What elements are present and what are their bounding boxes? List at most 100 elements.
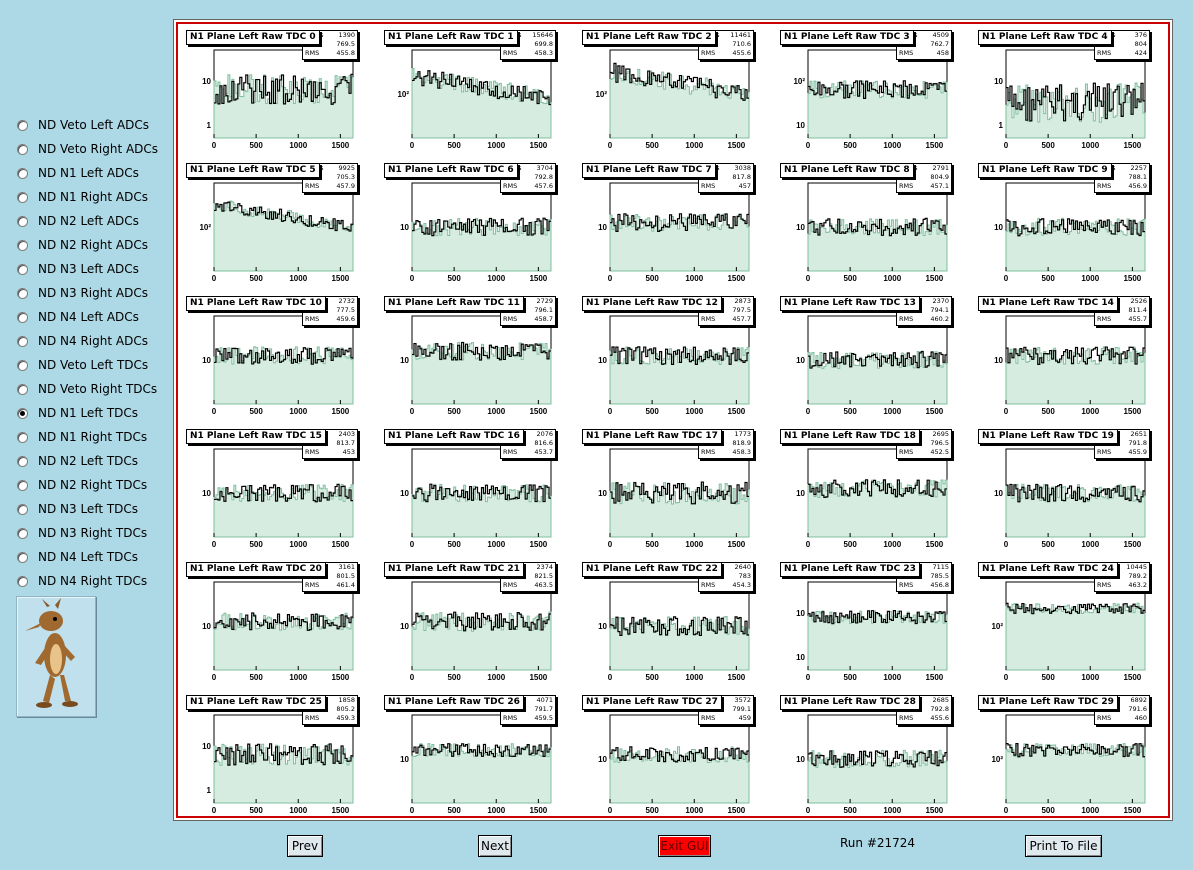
x-tick-label: 1500	[529, 141, 547, 150]
histogram-panel[interactable]: 05001000150010ntries2732ean777.5RMS459.6…	[186, 296, 366, 424]
histogram-panel[interactable]: 05001000150010ntries4071ean791.7RMS459.5…	[384, 695, 564, 823]
radio-option[interactable]: ND N2 Right TDCs	[17, 473, 167, 497]
histogram-panel[interactable]: 05001000150010ntries1773ean818.9RMS458.3…	[582, 429, 762, 557]
stat-label: RMS	[1097, 315, 1112, 323]
histogram-panel[interactable]: 05001000150010²ntries11461ean710.6RMS455…	[582, 30, 762, 158]
radio-option[interactable]: ND N2 Right ADCs	[17, 233, 167, 257]
histogram-panel[interactable]: 050010001500101ntries1858ean805.2RMS459.…	[186, 695, 366, 823]
histogram-panel[interactable]: 05001000150010ntries2374ean821.5RMS463.5…	[384, 562, 564, 690]
x-tick-label: 1000	[1081, 806, 1099, 815]
radio-button-icon[interactable]	[17, 455, 28, 467]
radio-button-icon[interactable]	[17, 239, 28, 251]
x-tick-label: 1000	[685, 673, 703, 682]
histogram-panel[interactable]: 050010001500101ntries1390ean769.5RMS455.…	[186, 30, 366, 158]
print-to-file-button[interactable]: Print To File	[1025, 835, 1102, 857]
histogram-panel[interactable]: 05001000150010²ntries15646ean699.8RMS458…	[384, 30, 564, 158]
radio-option[interactable]: ND N3 Right TDCs	[17, 521, 167, 545]
radio-option[interactable]: ND N4 Right TDCs	[17, 569, 167, 593]
histogram-panel[interactable]: 05001000150010ntries3161ean801.5RMS461.4…	[186, 562, 366, 690]
prev-button[interactable]: Prev	[287, 835, 323, 857]
x-tick-label: 1500	[331, 673, 349, 682]
stat-value: 794.1	[930, 306, 949, 314]
stat-value: 769.5	[336, 40, 355, 48]
radio-option[interactable]: ND Veto Left TDCs	[17, 353, 167, 377]
radio-option[interactable]: ND N1 Left ADCs	[17, 161, 167, 185]
histogram-panel[interactable]: 05001000150010ntries2791ean804.9RMS457.1…	[780, 163, 960, 291]
x-tick-label: 1000	[685, 540, 703, 549]
radio-option[interactable]: ND N2 Left ADCs	[17, 209, 167, 233]
radio-option[interactable]: ND N1 Right TDCs	[17, 425, 167, 449]
x-tick-label: 500	[447, 274, 461, 283]
exit-gui-button[interactable]: Exit GUI	[658, 835, 711, 857]
radio-button-icon[interactable]	[17, 551, 28, 563]
histogram-panel[interactable]: 05001000150010²ntries10445ean789.2RMS463…	[978, 562, 1158, 690]
histogram-panel[interactable]: 05001000150010ntries2640ean783RMS454.3N1…	[582, 562, 762, 690]
radio-button-icon[interactable]	[17, 287, 28, 299]
histogram-panel[interactable]: 05001000150010ntries3038ean817.8RMS457N1…	[582, 163, 762, 291]
radio-button-icon[interactable]	[17, 503, 28, 515]
histogram-panel[interactable]: 05001000150010ntries3704ean792.8RMS457.6…	[384, 163, 564, 291]
x-tick-label: 500	[843, 141, 857, 150]
histogram-panel[interactable]: 050010001500101ntries376ean804RMS424N1 P…	[978, 30, 1158, 158]
radio-option[interactable]: ND N4 Left ADCs	[17, 305, 167, 329]
histogram-title: N1 Plane Left Raw TDC 22	[582, 562, 722, 577]
radio-button-icon[interactable]	[17, 143, 28, 155]
histogram-panel[interactable]: 05001000150010ntries2370ean794.1RMS460.2…	[780, 296, 960, 424]
radio-button-icon[interactable]	[17, 119, 28, 131]
x-tick-label: 1500	[331, 806, 349, 815]
radio-button-icon[interactable]	[17, 311, 28, 323]
radio-button-icon[interactable]	[17, 359, 28, 371]
histogram-panel[interactable]: 05001000150010ntries2695ean796.5RMS452.5…	[780, 429, 960, 557]
histogram-panel[interactable]: 05001000150010ntries2076ean816.6RMS453.7…	[384, 429, 564, 557]
histogram-title: N1 Plane Left Raw TDC 9	[978, 163, 1112, 178]
coyote-logo-button[interactable]	[16, 596, 96, 717]
radio-option[interactable]: ND N3 Left TDCs	[17, 497, 167, 521]
histogram-panel[interactable]: 05001000150010²ntries6892ean791.6RMS460N…	[978, 695, 1158, 823]
histogram-panel[interactable]: 05001000150010ntries2403ean813.7RMS453N1…	[186, 429, 366, 557]
radio-button-icon[interactable]	[17, 263, 28, 275]
radio-button-icon[interactable]	[17, 431, 28, 443]
histogram-panel[interactable]: 05001000150010ntries3572ean799.1RMS459N1…	[582, 695, 762, 823]
radio-option[interactable]: ND N3 Left ADCs	[17, 257, 167, 281]
stat-value: 813.7	[336, 439, 355, 447]
radio-button-icon[interactable]	[17, 191, 28, 203]
line-series	[214, 612, 353, 631]
radio-option[interactable]: ND Veto Left ADCs	[17, 113, 167, 137]
x-tick-label: 500	[249, 806, 263, 815]
radio-button-icon[interactable]	[17, 167, 28, 179]
radio-button-icon[interactable]	[17, 335, 28, 347]
radio-button-icon[interactable]	[17, 215, 28, 227]
histogram-panel[interactable]: 05001000150010ntries2873ean797.5RMS457.7…	[582, 296, 762, 424]
y-tick-label: 10	[598, 223, 607, 232]
radio-button-icon[interactable]	[17, 527, 28, 539]
histogram-panel[interactable]: 05001000150010²10ntries4509ean762.7RMS45…	[780, 30, 960, 158]
histogram-panel[interactable]: 05001000150010²ntries9925ean705.3RMS457.…	[186, 163, 366, 291]
radio-option[interactable]: ND N1 Left TDCs	[17, 401, 167, 425]
histogram-panel[interactable]: 05001000150010ntries2257ean788.1RMS456.9…	[978, 163, 1158, 291]
histogram-panel[interactable]: 05001000150010ntries2685ean792.8RMS455.6…	[780, 695, 960, 823]
histogram-panel[interactable]: 05001000150010ntries2729ean796.1RMS458.7…	[384, 296, 564, 424]
radio-button-icon[interactable]	[17, 407, 28, 419]
radio-option[interactable]: ND Veto Right ADCs	[17, 137, 167, 161]
radio-option[interactable]: ND N4 Right ADCs	[17, 329, 167, 353]
histogram-canvas[interactable]: 050010001500101ntries1390ean769.5RMS455.…	[173, 19, 1173, 821]
x-tick-label: 1000	[289, 141, 307, 150]
x-tick-label: 1500	[1123, 407, 1141, 416]
histogram-title: N1 Plane Left Raw TDC 12	[582, 296, 722, 311]
next-button[interactable]: Next	[478, 835, 512, 857]
radio-button-icon[interactable]	[17, 383, 28, 395]
histogram-panel[interactable]: 0500100015001010ntries7115ean785.5RMS456…	[780, 562, 960, 690]
radio-button-icon[interactable]	[17, 575, 28, 587]
radio-button-icon[interactable]	[17, 479, 28, 491]
histogram-panel[interactable]: 05001000150010ntries2651ean791.8RMS455.9…	[978, 429, 1158, 557]
x-tick-label: 500	[645, 540, 659, 549]
histogram-panel[interactable]: 05001000150010ntries2526ean811.4RMS455.7…	[978, 296, 1158, 424]
fill-series	[1005, 602, 1146, 671]
x-tick-label: 0	[410, 407, 415, 416]
radio-option[interactable]: ND Veto Right TDCs	[17, 377, 167, 401]
radio-option[interactable]: ND N3 Right ADCs	[17, 281, 167, 305]
x-tick-label: 0	[608, 274, 613, 283]
radio-option[interactable]: ND N4 Left TDCs	[17, 545, 167, 569]
radio-option[interactable]: ND N1 Right ADCs	[17, 185, 167, 209]
radio-option[interactable]: ND N2 Left TDCs	[17, 449, 167, 473]
